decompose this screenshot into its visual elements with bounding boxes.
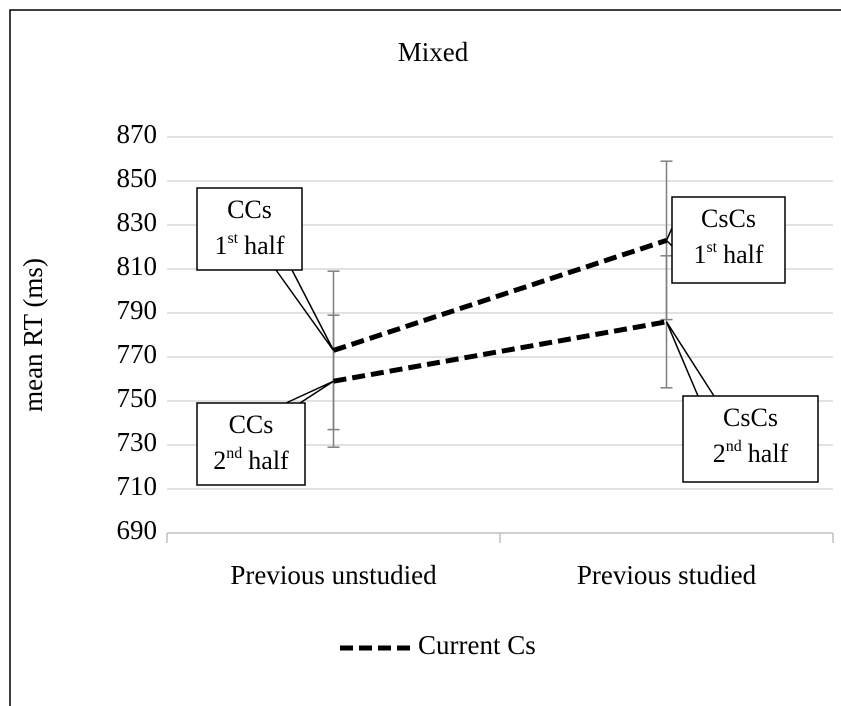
half-word: half <box>748 439 789 468</box>
y-tick-label: 810 <box>117 251 158 281</box>
callout-half: 1st half <box>693 239 763 269</box>
half-word: half <box>248 446 289 475</box>
ordinal: 2 <box>713 439 726 468</box>
frame <box>9 9 841 706</box>
half-word: half <box>244 231 285 260</box>
callout-box <box>682 395 819 483</box>
ordinal: 1 <box>693 240 706 269</box>
callout-pointer <box>285 380 334 404</box>
callout-box <box>671 196 786 284</box>
callout-label: CsCs <box>723 403 778 432</box>
x-tick-label: Previous studied <box>577 560 757 590</box>
y-tick-label: 730 <box>117 427 158 457</box>
x-tick-label: Previous unstudied <box>230 560 437 590</box>
half-word: half <box>723 240 764 269</box>
callout-half: 2nd half <box>713 438 789 468</box>
callout-box <box>196 402 306 486</box>
y-tick-label: 710 <box>117 471 158 501</box>
callout-half: 2nd half <box>213 445 289 475</box>
line <box>332 238 668 353</box>
y-tick-label: 750 <box>117 383 158 413</box>
callout-pointer <box>275 269 335 351</box>
y-axis-label: mean RT (ms) <box>18 258 48 412</box>
ordinal-suffix: st <box>227 230 238 247</box>
callout-label: CsCs <box>701 204 756 233</box>
y-tick-label: 790 <box>117 295 158 325</box>
callout-pointer <box>665 227 673 247</box>
callout-pointer <box>665 321 715 397</box>
callout-label: CCs <box>227 195 272 224</box>
callout-label: CCs <box>229 410 274 439</box>
ordinal-suffix: st <box>706 239 717 256</box>
ordinal: 2 <box>213 446 226 475</box>
legend-label: Current Cs <box>418 630 536 660</box>
y-tick-label: 690 <box>117 515 158 545</box>
y-tick-label: 850 <box>117 163 158 193</box>
y-tick-label: 870 <box>117 119 158 149</box>
ordinal: 1 <box>214 231 227 260</box>
y-tick-label: 830 <box>117 207 158 237</box>
callout-half: 1st half <box>214 230 284 260</box>
ordinal-suffix: nd <box>226 445 242 462</box>
y-tick-label: 770 <box>117 339 158 369</box>
chart-title: Mixed <box>398 37 469 67</box>
callout-box <box>196 187 303 271</box>
ordinal-suffix: nd <box>726 438 742 455</box>
